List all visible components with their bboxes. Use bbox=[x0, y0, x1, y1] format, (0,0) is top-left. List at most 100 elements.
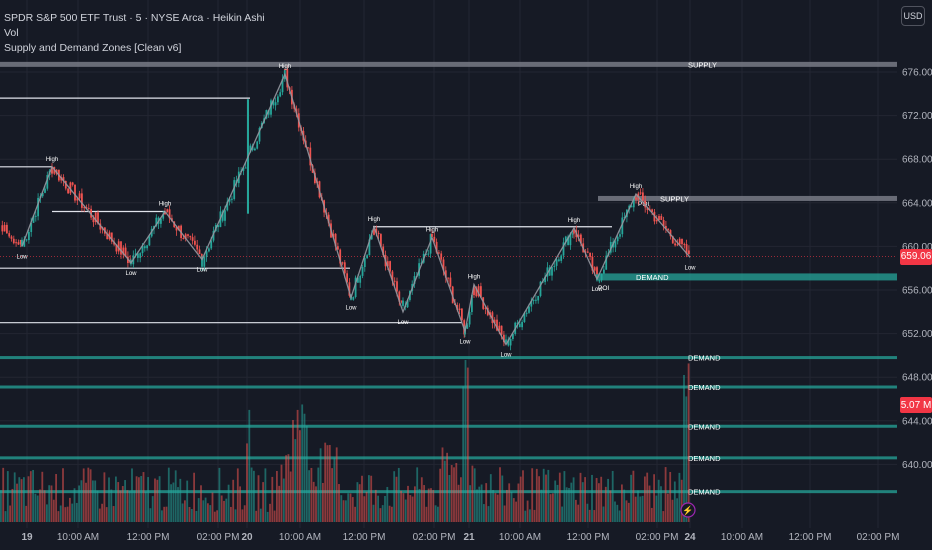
volume-bar bbox=[296, 409, 299, 522]
volume-bar bbox=[483, 504, 485, 522]
zone-band bbox=[0, 385, 897, 389]
candle-body bbox=[208, 248, 210, 252]
swing-label: Low bbox=[345, 306, 357, 312]
volume-bar bbox=[512, 498, 515, 522]
candle-body bbox=[146, 245, 148, 249]
candle-body bbox=[62, 177, 65, 181]
candle-body bbox=[160, 218, 162, 224]
volume-bar bbox=[197, 498, 200, 522]
price-axis: 676.00 672.00 668.00 664.00 660.00 656.00 652.… bbox=[902, 68, 932, 471]
volume-bar bbox=[634, 496, 637, 522]
candle-body bbox=[518, 323, 521, 328]
volume-bar bbox=[584, 477, 586, 522]
volume-bar bbox=[331, 468, 333, 522]
candle-body bbox=[681, 238, 683, 245]
candle-body bbox=[6, 224, 8, 234]
volume-bar bbox=[246, 443, 248, 522]
candle-body bbox=[632, 197, 635, 208]
volume-bar bbox=[43, 490, 46, 522]
candle-body bbox=[267, 110, 270, 115]
candle-body bbox=[662, 219, 665, 226]
volume-bar bbox=[687, 363, 690, 522]
volume-bar bbox=[535, 468, 538, 522]
volume-bar bbox=[549, 494, 552, 522]
candle-body bbox=[591, 256, 594, 271]
y-tick-label: 672.00 bbox=[902, 111, 932, 122]
volume-bar bbox=[558, 472, 561, 522]
volume-bar bbox=[356, 482, 359, 522]
candle-body bbox=[523, 313, 526, 323]
candle-body bbox=[639, 192, 642, 194]
symbol-title[interactable]: SPDR S&P 500 ETF Trust · 5 · NYSE Arca ·… bbox=[4, 12, 265, 24]
candle-body bbox=[74, 184, 76, 201]
volume-bar bbox=[423, 485, 425, 522]
volume-bar bbox=[648, 485, 651, 522]
volume-bar bbox=[595, 477, 598, 522]
volume-bar bbox=[85, 482, 87, 522]
candle-body bbox=[110, 232, 113, 242]
volume-bar bbox=[434, 505, 437, 522]
volume-bar bbox=[213, 511, 216, 522]
candle-body bbox=[221, 211, 224, 221]
volume-bar bbox=[128, 490, 131, 522]
volume-bars bbox=[0, 360, 690, 522]
volume-bar bbox=[492, 489, 494, 522]
candle-body bbox=[34, 215, 37, 217]
indicator-label[interactable]: Supply and Demand Zones [Clean v6] bbox=[4, 42, 182, 54]
y-tick-label: 640.00 bbox=[902, 460, 932, 471]
candle-body bbox=[357, 277, 359, 283]
volume-bar bbox=[211, 492, 214, 522]
volume-bar bbox=[519, 476, 522, 522]
candle-body bbox=[15, 242, 17, 244]
volume-bar bbox=[94, 480, 97, 522]
volume-bar bbox=[517, 483, 520, 522]
volume-bar bbox=[664, 467, 667, 522]
candle-body bbox=[532, 299, 535, 301]
candle-body bbox=[589, 252, 591, 257]
candle-body bbox=[525, 312, 528, 314]
volume-bar bbox=[52, 499, 55, 522]
candle-body bbox=[396, 281, 398, 292]
swing-label: Low bbox=[684, 265, 696, 271]
volume-bar bbox=[453, 467, 455, 522]
candle-body bbox=[231, 198, 233, 200]
candle-body bbox=[94, 212, 97, 223]
candle-body bbox=[363, 258, 366, 267]
x-tick-label: 12:00 PM bbox=[343, 532, 386, 543]
candle-body bbox=[270, 100, 272, 115]
volume-bar bbox=[2, 467, 5, 522]
volume-bar bbox=[391, 506, 393, 522]
candle-body bbox=[382, 246, 385, 255]
x-tick-label: 10:00 AM bbox=[499, 532, 541, 543]
candle-body bbox=[30, 222, 33, 233]
candle-body bbox=[177, 225, 180, 231]
candle-body bbox=[359, 275, 362, 283]
session-marker bbox=[680, 502, 696, 518]
volume-indicator-label[interactable]: Vol bbox=[4, 27, 19, 39]
volume-bar bbox=[393, 471, 396, 522]
volume-bar bbox=[448, 475, 451, 522]
candle-body bbox=[603, 269, 605, 274]
volume-bar bbox=[209, 505, 212, 522]
volume-bar bbox=[73, 488, 76, 522]
level-lines bbox=[0, 97, 897, 324]
candle-body bbox=[348, 282, 351, 296]
volume-bar bbox=[653, 474, 655, 522]
volume-bar bbox=[126, 490, 129, 522]
volume-bar bbox=[411, 496, 414, 522]
candle-body bbox=[196, 244, 199, 250]
volume-bar bbox=[575, 499, 577, 522]
candle-body bbox=[480, 286, 482, 298]
candle-body bbox=[580, 234, 582, 244]
candle-body bbox=[277, 96, 279, 103]
volume-bar bbox=[253, 470, 255, 522]
volume-bar bbox=[379, 508, 382, 522]
candle-body bbox=[307, 147, 309, 149]
currency-button[interactable]: USD bbox=[901, 6, 925, 26]
candle-body bbox=[678, 238, 681, 245]
volume-bar bbox=[409, 495, 412, 522]
candle-body bbox=[228, 198, 231, 202]
candle-body bbox=[596, 267, 598, 275]
volume-bar bbox=[230, 506, 232, 522]
